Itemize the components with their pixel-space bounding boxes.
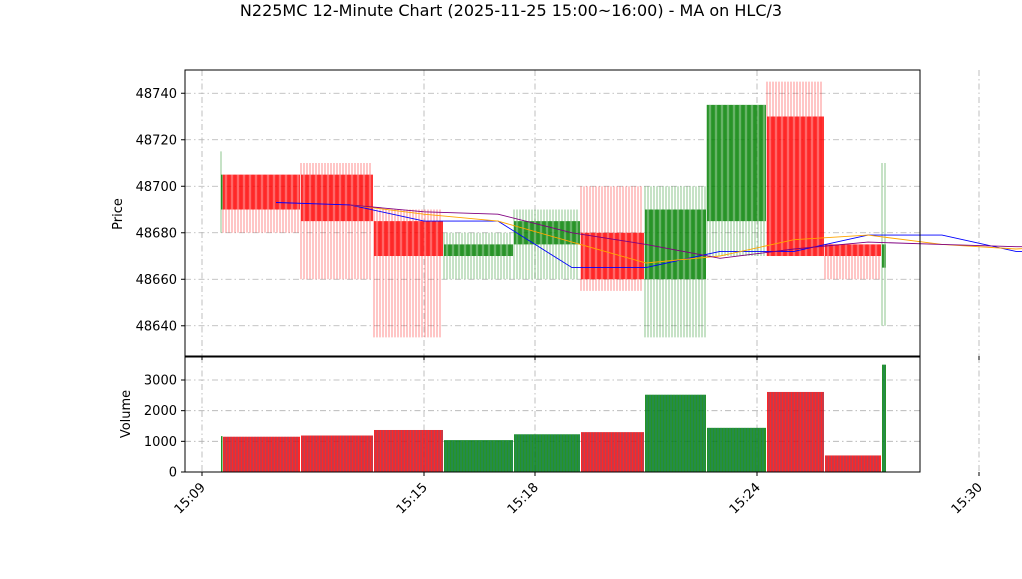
volume-y-tick-label: 2000 [144, 404, 177, 419]
volume-y-tick-label: 3000 [144, 374, 177, 389]
volume-bar [645, 394, 706, 472]
candle-group [766, 81, 824, 257]
candle-body [882, 244, 886, 268]
candle-body [767, 116, 824, 257]
volume-y-tick-label: 0 [169, 466, 177, 481]
candle-group [824, 244, 881, 280]
x-tick-label: 15:30 [949, 480, 986, 517]
candle-body [221, 174, 223, 210]
price-y-tick-label: 48640 [136, 319, 177, 334]
volume-panel-border [184, 356, 921, 473]
price-y-axis: 48640 48660 48680 48700 48720 48740 [136, 87, 185, 334]
candle-group [580, 186, 644, 291]
volume-y-tick-label: 1000 [144, 435, 177, 450]
candle-group [881, 163, 886, 326]
ma-fast-line [275, 202, 1022, 269]
candle-body [223, 174, 300, 210]
candle-body [825, 244, 881, 257]
volume-bar [221, 436, 223, 472]
candle-body [374, 221, 443, 257]
candle-group [300, 163, 373, 280]
volume-bar [223, 436, 300, 472]
x-tick-label: 15:09 [172, 480, 209, 517]
candle-body [581, 232, 644, 280]
volume-bar [825, 455, 881, 472]
candle-group [706, 104, 766, 257]
ma-layer [275, 202, 1022, 269]
volume-bar [301, 435, 373, 472]
volume-bar [767, 391, 824, 472]
price-y-tick-label: 48740 [136, 87, 177, 102]
ma-slow-line [349, 204, 1022, 259]
candle-group [220, 151, 223, 233]
volume-bar [707, 427, 766, 472]
price-y-axis-label: Price [111, 198, 126, 230]
candle-group [222, 174, 300, 233]
x-tick-label: 15:18 [505, 480, 542, 517]
candle-body [444, 244, 513, 257]
volume-y-axis: 0 1000 2000 3000 [144, 374, 185, 481]
candles-layer [220, 81, 886, 338]
volume-layer [221, 364, 886, 472]
candle-group [443, 232, 513, 280]
volume-y-axis-label: Volume [119, 390, 134, 438]
candle-group [373, 209, 443, 338]
x-tick-label: 15:15 [394, 480, 431, 517]
candle-body [707, 104, 766, 222]
volume-bar [444, 440, 513, 472]
price-y-tick-label: 48700 [136, 180, 177, 195]
price-panel-border [184, 69, 921, 357]
candle-body [301, 174, 373, 222]
price-y-tick-label: 48680 [136, 226, 177, 241]
volume-bar [581, 432, 644, 472]
price-y-tick-label: 48660 [136, 273, 177, 288]
price-y-tick-label: 48720 [136, 133, 177, 148]
chart-title: N225MC 12-Minute Chart (2025-11-25 15:00… [240, 1, 782, 20]
x-tick-label: 15:24 [727, 480, 764, 517]
candle-group [513, 209, 580, 280]
volume-bar [374, 429, 443, 472]
